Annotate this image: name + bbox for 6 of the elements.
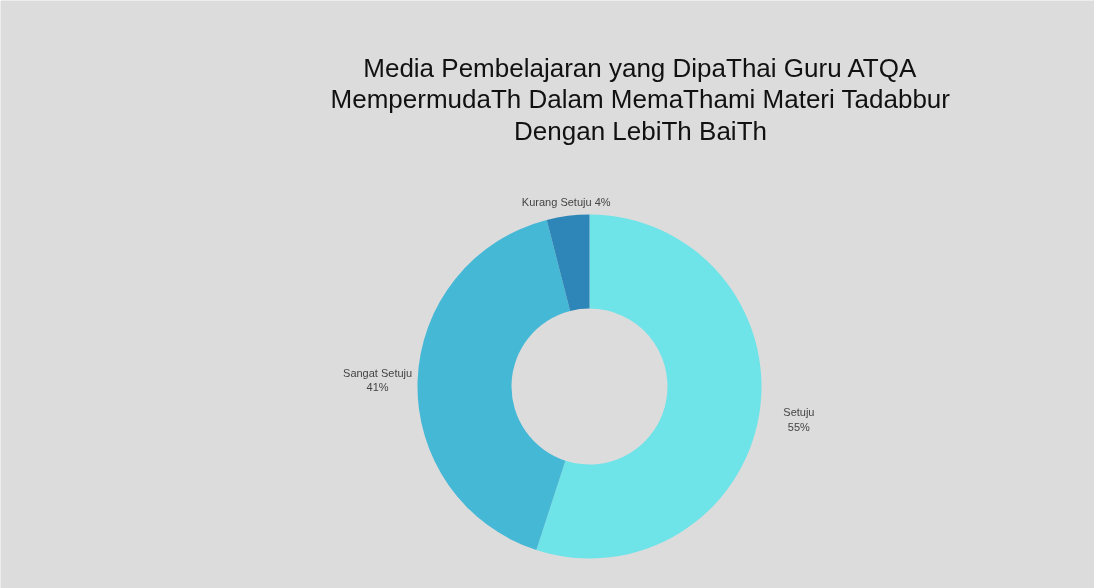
slice-label: Setuju xyxy=(783,406,815,419)
slice-label: Sangat Setuju xyxy=(343,366,413,379)
slice-label: Kurang Setuju 4% xyxy=(521,195,611,208)
data-label: 55% xyxy=(787,420,811,433)
data-label: 41% xyxy=(366,381,389,394)
chart-title: Media Pembelajaran yang DipaThai Guru ATQA MempermudaTh Dalam MemaThami Materi Tadabbur Dengan LebiTh BaiTh xyxy=(330,52,951,146)
